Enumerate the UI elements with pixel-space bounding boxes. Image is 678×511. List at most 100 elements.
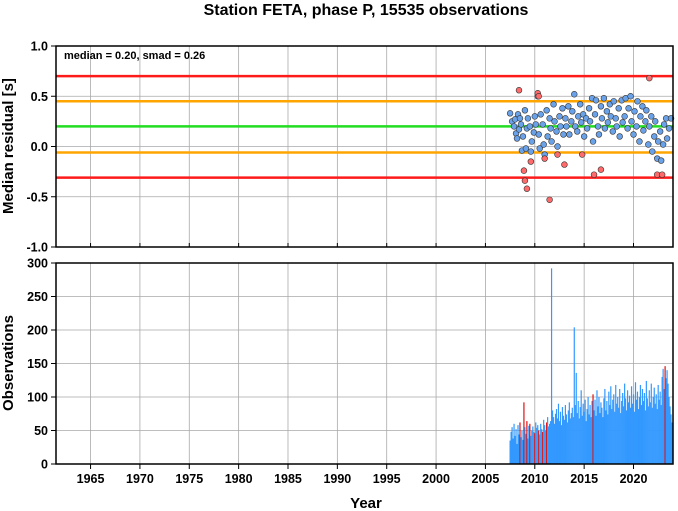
x-axis-label: Year: [350, 495, 382, 511]
observation-bar: [509, 440, 511, 464]
residual-point: [621, 113, 628, 120]
residual-point: [539, 121, 546, 128]
observation-bar: [586, 409, 588, 464]
residual-point: [561, 161, 568, 168]
observation-bar: [612, 399, 614, 464]
observation-bar-outlier: [526, 421, 528, 464]
observation-bar: [597, 406, 599, 464]
observation-bar: [515, 429, 517, 464]
y-tick-label: -0.5: [26, 190, 48, 204]
residual-point: [586, 118, 594, 125]
observation-bar: [579, 407, 581, 464]
observation-bar: [571, 407, 573, 464]
observation-bar: [561, 407, 564, 464]
observation-bar: [585, 421, 587, 464]
residual-point: [519, 133, 527, 140]
residual-point: [569, 108, 576, 115]
residual-point: [523, 185, 531, 192]
residual-point: [616, 133, 623, 140]
x-tick-label: 2020: [620, 472, 648, 486]
observation-bar: [609, 405, 611, 464]
residual-point: [631, 108, 638, 115]
residual-point: [532, 121, 539, 128]
observation-bar: [649, 402, 651, 464]
observation-bar: [552, 417, 555, 464]
residual-point: [521, 107, 529, 114]
observation-bar: [584, 399, 586, 464]
observation-bar: [594, 399, 596, 464]
observation-bar: [641, 388, 643, 464]
residual-point: [634, 98, 641, 105]
observation-bar: [607, 414, 609, 464]
observations-y-axis-label: Observations: [0, 315, 17, 411]
residual-point: [597, 166, 605, 173]
residual-point: [585, 105, 593, 112]
residual-point: [550, 101, 557, 108]
observation-bar: [545, 430, 547, 464]
observation-bar: [512, 438, 514, 464]
residual-point: [578, 151, 586, 158]
observation-bar: [621, 401, 623, 464]
x-tick-label: 2015: [570, 472, 598, 486]
observation-bar-outlier: [538, 430, 540, 464]
residual-point: [603, 108, 611, 115]
residual-point: [624, 125, 631, 132]
observation-bar: [599, 413, 601, 464]
observation-bar: [531, 430, 533, 464]
observation-bar: [578, 418, 580, 464]
residual-point: [636, 138, 643, 145]
residual-point: [590, 171, 598, 178]
residual-point: [646, 123, 653, 130]
residual-point: [577, 101, 584, 108]
chart-title: Station FETA, phase P, 15535 observation…: [204, 2, 529, 19]
residual-point: [559, 105, 566, 112]
observation-bar: [511, 427, 513, 464]
observation-bar: [636, 391, 639, 464]
residual-point: [510, 123, 518, 130]
observation-bar: [659, 391, 661, 464]
observation-bar: [560, 425, 563, 464]
residual-point: [528, 138, 536, 145]
observation-bar: [627, 402, 630, 464]
y-tick-label: 300: [27, 257, 48, 271]
observation-bar: [661, 376, 663, 464]
observation-bar: [639, 384, 642, 464]
observation-bar-outlier: [592, 394, 594, 464]
observation-bar: [566, 422, 568, 464]
observation-bar: [619, 388, 621, 464]
observation-bar: [662, 368, 664, 464]
residual-point: [642, 118, 649, 125]
observation-bar: [513, 423, 515, 464]
residual-point: [536, 145, 543, 152]
residual-point: [645, 141, 652, 148]
observation-bar: [654, 403, 656, 464]
residual-point: [612, 115, 619, 122]
observations-bars: [509, 268, 673, 464]
observation-bar-outlier: [664, 366, 666, 464]
observation-bar: [640, 405, 643, 464]
observation-bar: [567, 410, 569, 464]
residual-y-ticks: 1.0 0.5 0.0 -0.5 -1.0: [26, 40, 56, 255]
observation-bar: [596, 390, 598, 464]
observation-bar: [541, 429, 543, 464]
observation-bar-outlier: [546, 422, 548, 464]
observation-bar: [530, 435, 532, 464]
observation-bar: [628, 395, 631, 464]
observation-bar: [581, 415, 583, 464]
residual-point: [535, 93, 542, 100]
observation-bar: [645, 380, 647, 464]
residual-point: [527, 148, 535, 155]
residual-point: [637, 113, 644, 120]
observation-bar: [624, 383, 626, 464]
observation-bar: [544, 425, 546, 464]
y-tick-label: 250: [27, 290, 48, 304]
residual-panel: 1.0 0.5 0.0 -0.5 -1.0 median = 0.20, smad = …: [0, 40, 675, 255]
observation-bar: [583, 411, 585, 464]
observation-bar: [647, 406, 649, 464]
residual-point: [591, 111, 599, 118]
observation-bar: [510, 431, 512, 464]
observation-bar: [616, 403, 618, 464]
y-tick-label: 1.0: [31, 40, 48, 54]
observation-bar: [539, 434, 541, 464]
